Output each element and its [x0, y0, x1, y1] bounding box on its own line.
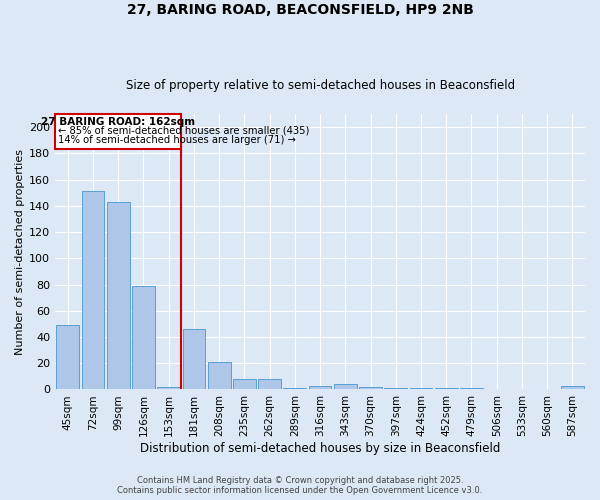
- Bar: [410, 388, 433, 390]
- Bar: [55, 114, 181, 150]
- Bar: [258, 379, 281, 390]
- Bar: [208, 362, 230, 390]
- Bar: [334, 384, 356, 390]
- Bar: [132, 286, 155, 390]
- Bar: [182, 329, 205, 390]
- Bar: [385, 388, 407, 390]
- Bar: [359, 387, 382, 390]
- Text: 27, BARING ROAD, BEACONSFIELD, HP9 2NB: 27, BARING ROAD, BEACONSFIELD, HP9 2NB: [127, 2, 473, 16]
- Bar: [460, 388, 483, 390]
- Title: Size of property relative to semi-detached houses in Beaconsfield: Size of property relative to semi-detach…: [125, 79, 515, 92]
- Text: ← 85% of semi-detached houses are smaller (435): ← 85% of semi-detached houses are smalle…: [58, 126, 309, 136]
- Bar: [107, 202, 130, 390]
- Bar: [435, 388, 458, 390]
- Bar: [56, 325, 79, 390]
- Bar: [283, 388, 306, 390]
- Bar: [561, 386, 584, 390]
- X-axis label: Distribution of semi-detached houses by size in Beaconsfield: Distribution of semi-detached houses by …: [140, 442, 500, 455]
- Y-axis label: Number of semi-detached properties: Number of semi-detached properties: [15, 148, 25, 354]
- Bar: [157, 387, 180, 390]
- Bar: [82, 192, 104, 390]
- Text: Contains HM Land Registry data © Crown copyright and database right 2025.
Contai: Contains HM Land Registry data © Crown c…: [118, 476, 482, 495]
- Text: 14% of semi-detached houses are larger (71) →: 14% of semi-detached houses are larger (…: [58, 135, 296, 145]
- Bar: [309, 386, 331, 390]
- Text: 27 BARING ROAD: 162sqm: 27 BARING ROAD: 162sqm: [41, 116, 195, 126]
- Bar: [233, 379, 256, 390]
